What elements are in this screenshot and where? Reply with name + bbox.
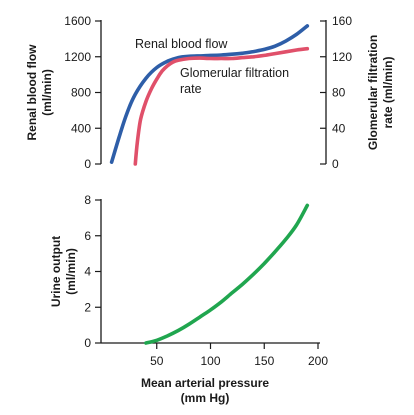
right-y-axis-label: Glomerular filtrationrate (ml/min) xyxy=(366,35,395,150)
glomerular-filtration-rate-line xyxy=(133,46,310,166)
urine-y-tick-label: 6 xyxy=(84,229,91,243)
urine-y-tick-label: 8 xyxy=(84,193,91,207)
left-y-tick-label: 1200 xyxy=(64,50,91,64)
urine-output-panel: 0 2 4 6 8 Urine output(ml/min) 50 100 150 200 Mean… xyxy=(49,193,328,405)
x-tick-label: 50 xyxy=(150,354,164,368)
x-axis-label: Mean arterial pressure (mm Hg) xyxy=(141,376,269,405)
left-y-tick-label: 1600 xyxy=(64,14,91,28)
renal-blood-flow-label: Renal blood flow xyxy=(135,37,228,51)
urine-y-tick-label: 0 xyxy=(84,336,91,350)
left-y-axis-label: Renal blood flow(ml/min) xyxy=(25,44,54,141)
urine-y-tick-label: 4 xyxy=(84,265,91,279)
x-tick-label: 100 xyxy=(200,354,220,368)
urine-y-tick-label: 2 xyxy=(84,300,91,314)
right-y-tick-label: 120 xyxy=(332,50,352,64)
renal-flow-gfr-panel: 0 400 800 1200 1600 Renal blood flow(ml/min) 0… xyxy=(25,14,395,171)
left-y-tick-label: 0 xyxy=(84,157,91,171)
urine-y-axis-label: Urine output(ml/min) xyxy=(49,236,78,307)
right-y-tick-label: 80 xyxy=(332,86,346,100)
right-y-tick-label: 160 xyxy=(332,14,352,28)
renal-blood-flow-line xyxy=(109,24,310,164)
left-y-tick-label: 400 xyxy=(71,121,91,135)
x-tick-label: 200 xyxy=(308,354,328,368)
right-y-tick-label: 40 xyxy=(332,121,346,135)
glomerular-filtration-rate-label: Glomerular filtration rate xyxy=(180,66,289,96)
urine-output-line xyxy=(144,203,310,345)
right-y-tick-label: 0 xyxy=(332,157,339,171)
x-tick-label: 150 xyxy=(254,354,274,368)
left-y-tick-label: 800 xyxy=(71,86,91,100)
